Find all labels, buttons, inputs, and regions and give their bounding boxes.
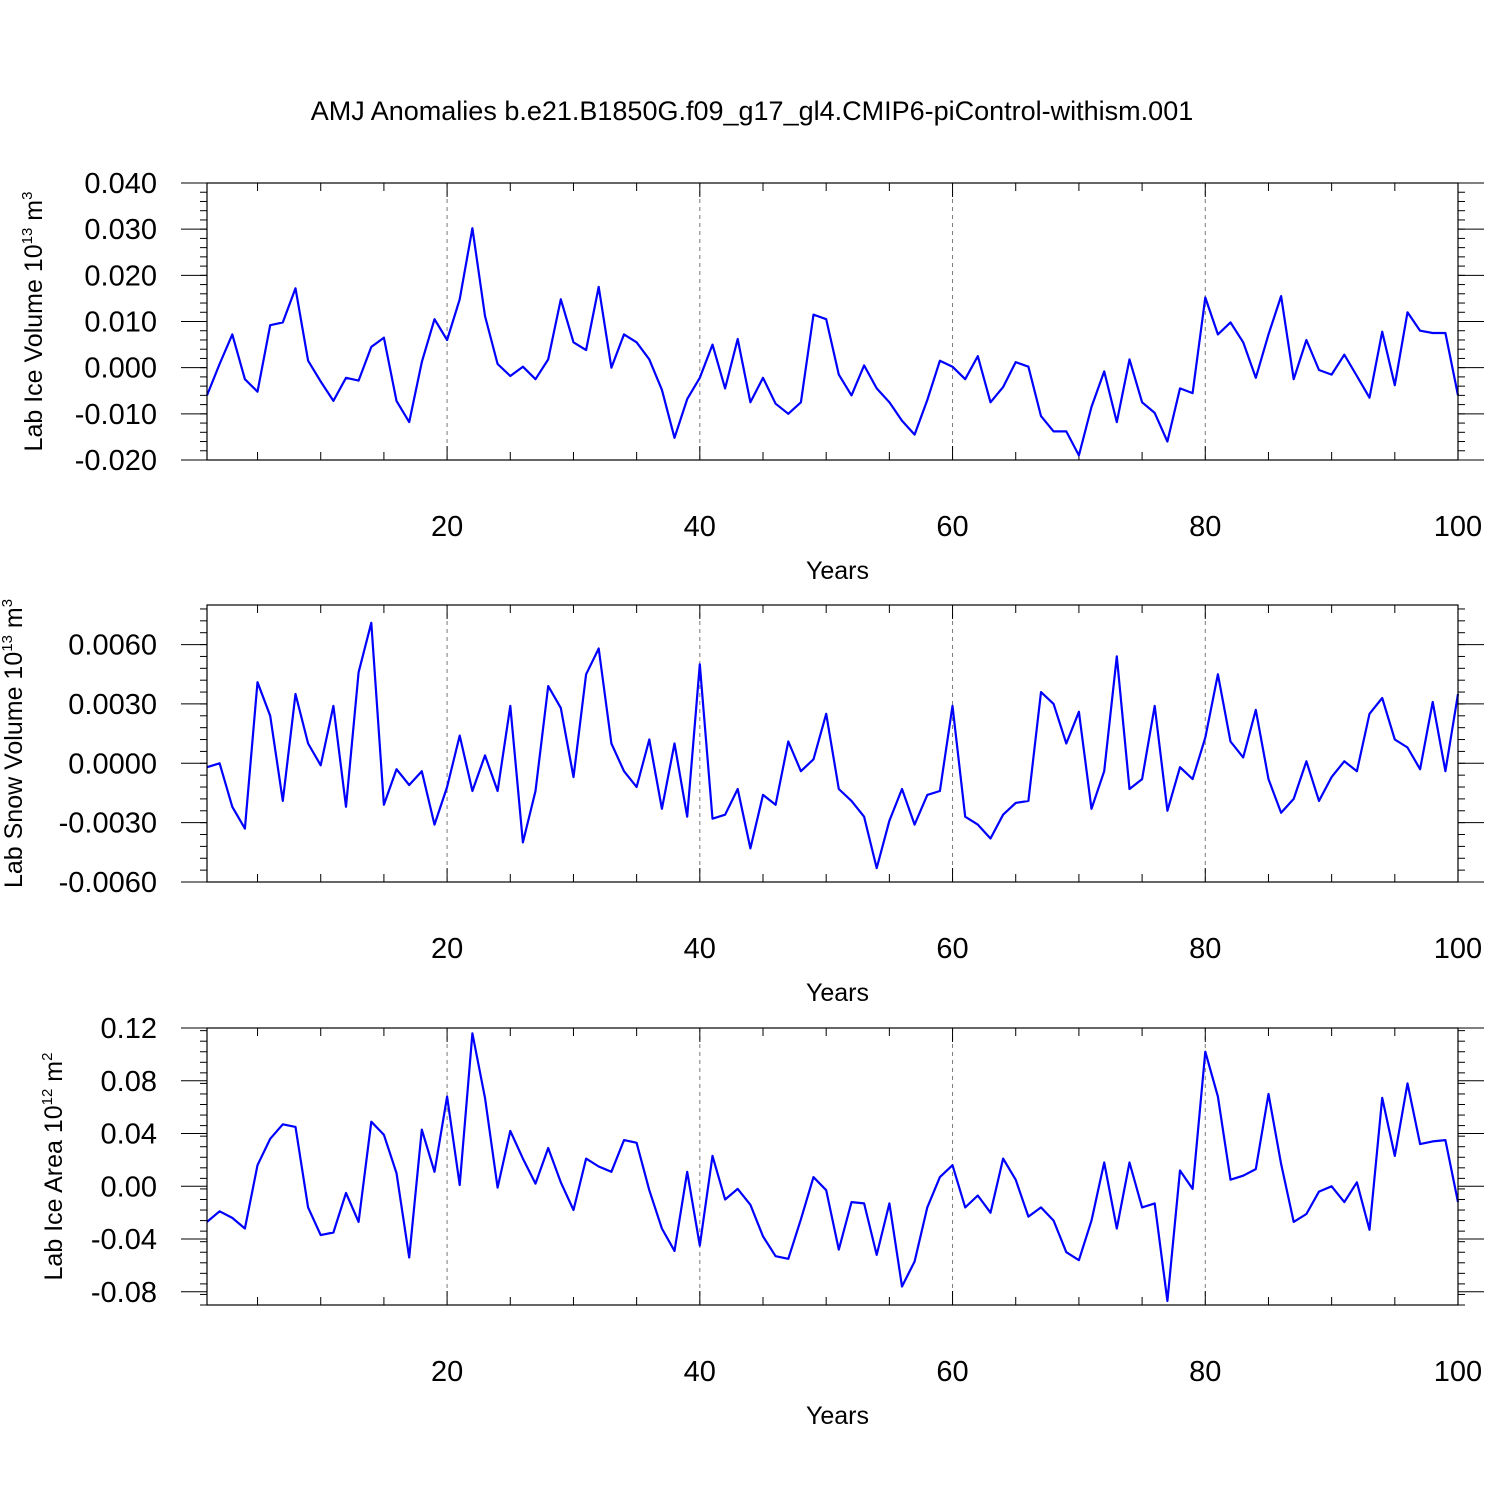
x-tick-label: 20 <box>431 1356 463 1388</box>
x-tick-label: 60 <box>936 1356 968 1388</box>
x-tick-label: 60 <box>936 511 968 543</box>
y-tick-label: -0.020 <box>75 445 157 477</box>
x-tick-label: 40 <box>684 933 716 965</box>
y-tick-label: 0.0060 <box>68 630 157 662</box>
y-axis-label: Lab Snow Volume 1013 m3 <box>0 599 28 888</box>
y-axis-label: Lab Ice Area 1012 m2 <box>39 1053 68 1281</box>
x-tick-label: 60 <box>936 933 968 965</box>
x-tick-label: 80 <box>1189 511 1221 543</box>
y-tick-label: 0.030 <box>84 214 157 246</box>
figure-title: AMJ Anomalies b.e21.B1850G.f09_g17_gl4.C… <box>311 96 1193 126</box>
y-tick-label: 0.020 <box>84 260 157 292</box>
y-tick-label: -0.04 <box>91 1224 157 1256</box>
panel-2: -0.0060 -0.0030 0.0000 0.0030 0.0060 20 40 60 80… <box>0 599 1484 1007</box>
y-tick-label: -0.0060 <box>59 867 157 899</box>
plot-frame <box>206 604 1459 883</box>
series-line-1 <box>206 621 1460 870</box>
panel-1: -0.020 -0.010 0.000 0.010 0.020 0.030 0.040 20 4… <box>19 168 1484 585</box>
x-tick-label: 20 <box>431 511 463 543</box>
x-tick-label: 40 <box>684 511 716 543</box>
x-tick-label: 80 <box>1189 1356 1221 1388</box>
series-line-1 <box>205 227 1460 457</box>
y-tick-label: 0.08 <box>101 1066 157 1098</box>
plot-frame <box>206 182 1459 461</box>
y-tick-label: -0.0030 <box>59 808 157 840</box>
plot-frame <box>206 1027 1459 1306</box>
y-tick-label: 0.000 <box>84 353 157 385</box>
x-axis-label: Years <box>806 1402 869 1430</box>
y-tick-label: -0.08 <box>91 1277 157 1309</box>
panels: -0.020 -0.010 0.000 0.010 0.020 0.030 0.040 20 4… <box>0 168 1484 1430</box>
y-tick-label: -0.010 <box>75 399 157 431</box>
y-tick-label: 0.04 <box>101 1119 157 1151</box>
y-axis-label: Lab Ice Volume 1013 m3 <box>19 192 48 452</box>
y-tick-label: 0.0030 <box>68 689 157 721</box>
y-tick-label: 0.00 <box>101 1171 157 1203</box>
x-tick-label: 80 <box>1189 933 1221 965</box>
y-tick-label: 0.0000 <box>68 748 157 780</box>
x-tick-label: 100 <box>1434 511 1482 543</box>
x-tick-label: 100 <box>1434 933 1482 965</box>
y-tick-label: 0.040 <box>84 168 157 200</box>
x-axis-label: Years <box>806 979 869 1007</box>
x-tick-label: 40 <box>684 1356 716 1388</box>
x-tick-label: 100 <box>1434 1356 1482 1388</box>
series-line-1 <box>206 1032 1460 1303</box>
x-axis-label: Years <box>806 557 869 585</box>
y-tick-label: 0.12 <box>101 1013 157 1045</box>
panel-3: -0.08 -0.04 0.00 0.04 0.08 0.12 20 40 60 80 100 Yea… <box>39 1013 1484 1430</box>
y-tick-label: 0.010 <box>84 307 157 339</box>
x-tick-label: 20 <box>431 933 463 965</box>
